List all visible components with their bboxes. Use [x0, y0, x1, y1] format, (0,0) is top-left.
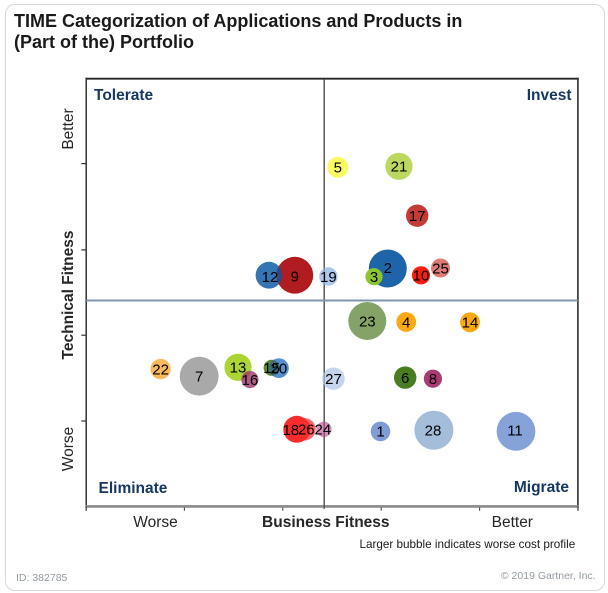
- svg-text:4: 4: [402, 314, 410, 331]
- svg-text:19: 19: [320, 269, 337, 286]
- svg-text:6: 6: [401, 370, 409, 387]
- svg-text:2: 2: [384, 260, 392, 277]
- svg-text:10: 10: [413, 268, 430, 285]
- svg-text:26: 26: [298, 422, 315, 439]
- svg-text:21: 21: [391, 159, 408, 176]
- svg-text:9: 9: [291, 269, 299, 286]
- svg-text:12: 12: [262, 269, 279, 286]
- svg-text:14: 14: [462, 315, 479, 332]
- svg-text:3: 3: [370, 269, 378, 286]
- svg-text:15: 15: [263, 360, 280, 377]
- svg-text:17: 17: [409, 208, 426, 225]
- svg-text:23: 23: [359, 313, 376, 330]
- svg-text:25: 25: [432, 260, 449, 277]
- svg-text:22: 22: [152, 361, 169, 378]
- svg-text:11: 11: [507, 423, 523, 440]
- svg-text:13: 13: [230, 360, 247, 377]
- svg-text:7: 7: [195, 368, 203, 385]
- svg-text:8: 8: [429, 371, 437, 388]
- svg-text:16: 16: [242, 372, 259, 389]
- svg-text:5: 5: [334, 160, 342, 177]
- svg-text:18: 18: [282, 422, 299, 439]
- svg-text:27: 27: [325, 371, 342, 388]
- svg-text:1: 1: [376, 424, 384, 441]
- svg-text:20: 20: [271, 360, 288, 377]
- svg-text:24: 24: [315, 422, 332, 439]
- svg-text:28: 28: [425, 422, 442, 439]
